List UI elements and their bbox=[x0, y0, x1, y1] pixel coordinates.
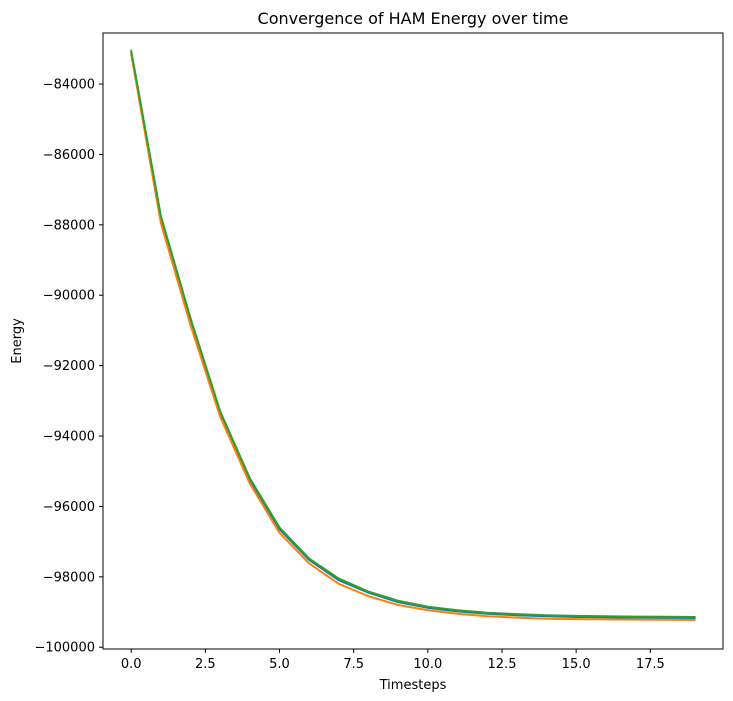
y-tick-label: −94000 bbox=[43, 430, 95, 445]
y-axis-label: Energy bbox=[10, 318, 25, 364]
y-tick-label: −100000 bbox=[34, 641, 95, 656]
y-tick-label: −88000 bbox=[43, 218, 95, 233]
y-tick-label: −90000 bbox=[43, 289, 95, 304]
y-tick-label: −86000 bbox=[43, 148, 95, 163]
y-tick-label: −92000 bbox=[43, 359, 95, 374]
chart-title: Convergence of HAM Energy over time bbox=[258, 9, 569, 28]
series-line-2 bbox=[130, 53, 696, 621]
x-tick-label: 2.5 bbox=[195, 657, 216, 672]
x-tick-label: 0.0 bbox=[121, 657, 142, 672]
x-tick-label: 17.5 bbox=[636, 657, 665, 672]
y-tick-label: −96000 bbox=[43, 500, 95, 515]
y-tick-label: −84000 bbox=[43, 78, 95, 93]
plot-area bbox=[130, 49, 696, 621]
y-axis: −84000 −86000 −88000 −90000 −92000 −94000 −960… bbox=[34, 78, 103, 656]
x-tick-label: 5.0 bbox=[269, 657, 290, 672]
x-tick-label: 15.0 bbox=[562, 657, 591, 672]
x-axis-label: Timesteps bbox=[379, 678, 447, 693]
x-tick-label: 12.5 bbox=[488, 657, 517, 672]
x-axis: 0.0 2.5 5.0 7.5 10.0 12.5 15.0 17.5 bbox=[121, 649, 665, 672]
plot-frame bbox=[102, 32, 724, 650]
series-line-3 bbox=[130, 49, 696, 618]
x-tick-label: 7.5 bbox=[343, 657, 364, 672]
series-line-1 bbox=[130, 51, 696, 620]
x-tick-label: 10.0 bbox=[413, 657, 442, 672]
y-tick-label: −98000 bbox=[43, 570, 95, 585]
